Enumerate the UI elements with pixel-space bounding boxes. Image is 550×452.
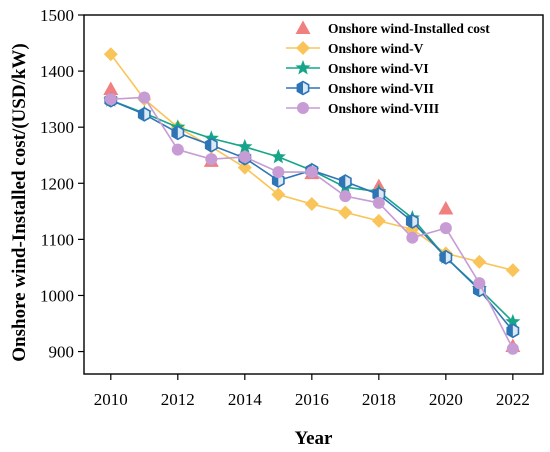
- y-tick-label: 1200: [40, 174, 74, 193]
- x-tick-label: 2016: [295, 390, 329, 409]
- data-point: [339, 190, 352, 203]
- x-tick-label: 2020: [429, 390, 463, 409]
- y-axis-title: Onshore wind-Installed cost/(USD/kW): [9, 43, 30, 361]
- legend-item: Onshore wind-V: [286, 41, 424, 56]
- x-tick-label: 2012: [161, 390, 195, 409]
- data-point: [305, 166, 318, 179]
- data-point: [372, 196, 385, 209]
- series-4: [104, 92, 520, 339]
- data-point: [237, 160, 252, 175]
- series-line: [110, 96, 514, 350]
- plot-area: [103, 47, 521, 355]
- legend-marker: [296, 41, 310, 55]
- data-point: [473, 277, 486, 290]
- data-point: [304, 197, 319, 212]
- legend-label: Onshore wind-VII: [328, 81, 434, 96]
- series-2: [103, 47, 520, 278]
- legend: Onshore wind-Installed cost Onshore wind-…: [286, 20, 490, 116]
- data-point: [506, 342, 519, 355]
- data-point: [171, 125, 185, 141]
- y-tick-label: 900: [49, 343, 75, 362]
- y-tick-label: 1300: [40, 118, 74, 137]
- x-tick-label: 2010: [94, 390, 128, 409]
- data-point: [103, 47, 118, 62]
- legend-marker: [295, 20, 311, 34]
- series-line: [110, 99, 514, 323]
- y-tick-label: 1100: [41, 230, 74, 249]
- x-axis-title: Year: [295, 428, 334, 449]
- data-point: [506, 323, 520, 339]
- x-tick-label: 2018: [362, 390, 396, 409]
- data-point: [204, 137, 218, 153]
- legend-label: Onshore wind-Installed cost: [328, 21, 490, 36]
- series-line: [110, 99, 514, 332]
- data-point: [505, 263, 520, 278]
- data-point: [203, 130, 219, 145]
- legend-marker: [297, 102, 309, 114]
- data-point: [103, 81, 119, 96]
- legend-label: Onshore wind-V: [328, 41, 424, 56]
- legend-marker: [296, 80, 310, 96]
- data-point: [137, 106, 151, 122]
- data-point: [505, 313, 521, 329]
- data-point: [271, 187, 286, 202]
- data-point: [238, 150, 251, 163]
- y-tick-label: 1500: [40, 6, 74, 25]
- data-point: [272, 166, 285, 179]
- legend-item: Onshore wind-VI: [286, 60, 429, 76]
- y-tick-label: 1400: [40, 62, 74, 81]
- data-point: [237, 138, 253, 154]
- data-point: [171, 143, 184, 156]
- data-point: [472, 254, 487, 269]
- legend-item: Onshore wind-VIII: [286, 101, 439, 116]
- data-point: [104, 93, 117, 106]
- data-point: [438, 201, 454, 215]
- data-point: [338, 205, 353, 220]
- data-point: [405, 214, 419, 229]
- legend-marker: [295, 60, 311, 75]
- data-point: [270, 148, 286, 164]
- x-tick-label: 2022: [496, 390, 530, 409]
- series-5: [104, 91, 519, 355]
- data-point: [439, 222, 452, 235]
- data-point: [406, 231, 419, 244]
- data-point: [205, 153, 218, 166]
- y-tick-label: 1000: [40, 286, 74, 305]
- plot-frame: [83, 14, 544, 375]
- x-tick-label: 2014: [228, 390, 263, 409]
- legend-item: Onshore wind-VII: [286, 80, 434, 96]
- data-point: [371, 213, 386, 228]
- legend-item: Onshore wind-Installed cost: [295, 20, 490, 36]
- data-point: [439, 249, 453, 265]
- data-point: [338, 174, 352, 190]
- axes: 2010 2012 2014 2016 2018 2020 2022 900 1000 1100 1…: [40, 6, 544, 409]
- legend-label: Onshore wind-VIII: [328, 101, 439, 116]
- legend-label: Onshore wind-VI: [328, 61, 429, 76]
- data-point: [138, 91, 151, 104]
